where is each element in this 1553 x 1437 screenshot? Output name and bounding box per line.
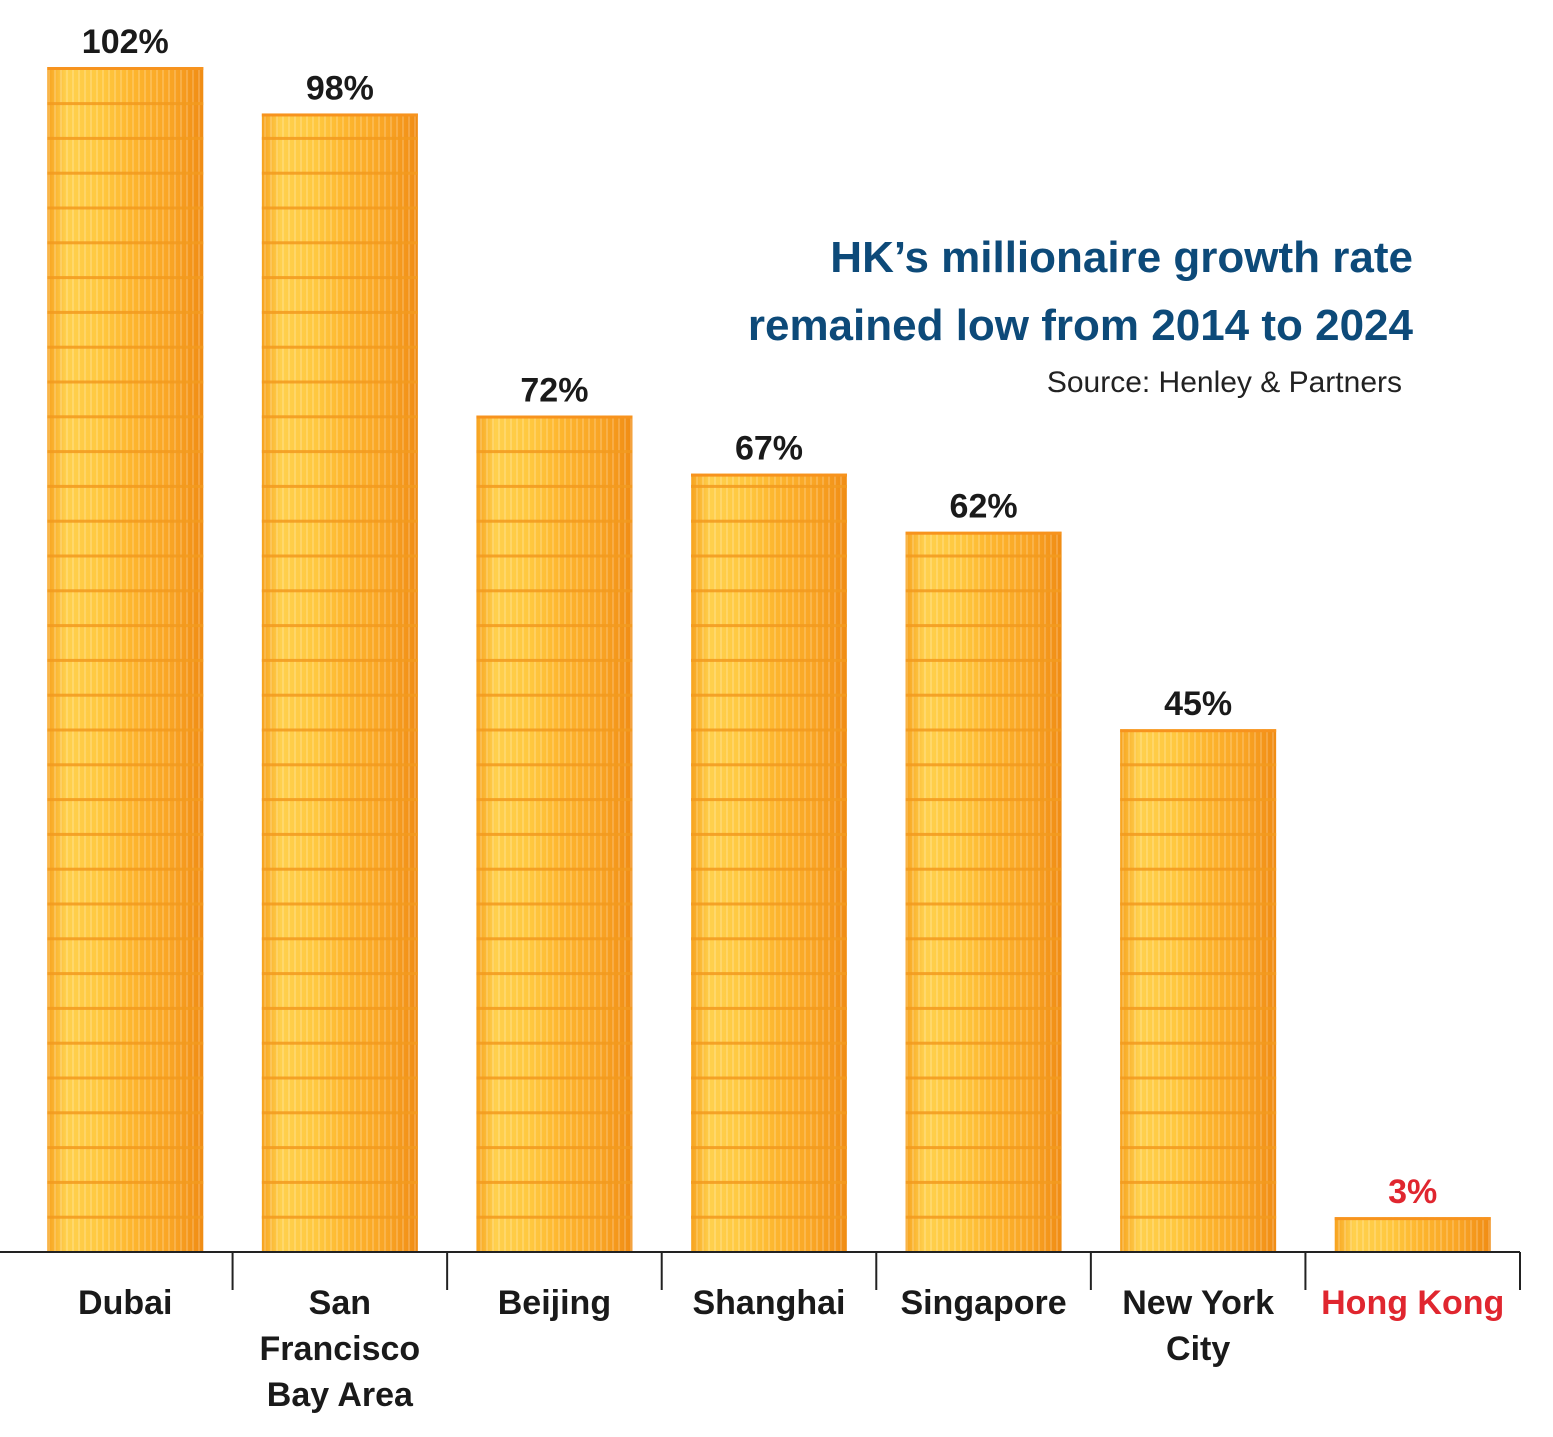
value-label-san-francisco-bay-area: 98% (306, 69, 374, 107)
bars-group (47, 67, 1491, 1253)
category-label-hong-kong: Hong Kong (1321, 1284, 1504, 1322)
category-labels-group: Dubai San Francisco Bay Area Beijing Shanghai… (78, 1284, 1504, 1414)
bar-new-york-city (1120, 729, 1277, 1252)
bar-hong-kong (1334, 1217, 1491, 1252)
category-label-singapore: Singapore (900, 1284, 1066, 1322)
value-label-singapore: 62% (950, 488, 1018, 526)
bar-dubai (47, 67, 204, 1252)
value-label-dubai: 102% (82, 23, 169, 61)
category-label-dubai: Dubai (78, 1284, 172, 1322)
value-labels-group: 102% 98% 72% 67% 62% 45% 3% (82, 23, 1437, 1211)
value-label-shanghai: 67% (735, 430, 803, 468)
bar-san-francisco-bay-area (261, 113, 418, 1253)
bar-shanghai (691, 473, 847, 1252)
category-label-new-york-city-line-1: New York (1122, 1284, 1274, 1322)
category-label-san-francisco-bay-area-line-3: Bay Area (267, 1376, 414, 1414)
chart-title: HK’s millionaire growth rate remained lo… (748, 233, 1414, 350)
value-label-hong-kong: 3% (1388, 1173, 1437, 1211)
category-label-san-francisco-bay-area-line-2: Francisco (260, 1330, 421, 1368)
bar-beijing (476, 415, 633, 1252)
value-label-new-york-city: 45% (1164, 685, 1232, 723)
chart-source: Source: Henley & Partners (1047, 366, 1402, 399)
chart-title-line-2: remained low from 2014 to 2024 (748, 301, 1414, 350)
value-label-beijing: 72% (520, 372, 588, 410)
category-label-shanghai: Shanghai (692, 1284, 845, 1322)
chart-title-line-1: HK’s millionaire growth rate (830, 233, 1413, 282)
category-label-new-york-city-line-2: City (1166, 1330, 1230, 1368)
category-label-beijing: Beijing (498, 1284, 611, 1322)
bar-singapore (905, 531, 1062, 1252)
category-label-san-francisco-bay-area-line-1: San (309, 1284, 371, 1322)
x-axis (0, 1251, 1521, 1290)
